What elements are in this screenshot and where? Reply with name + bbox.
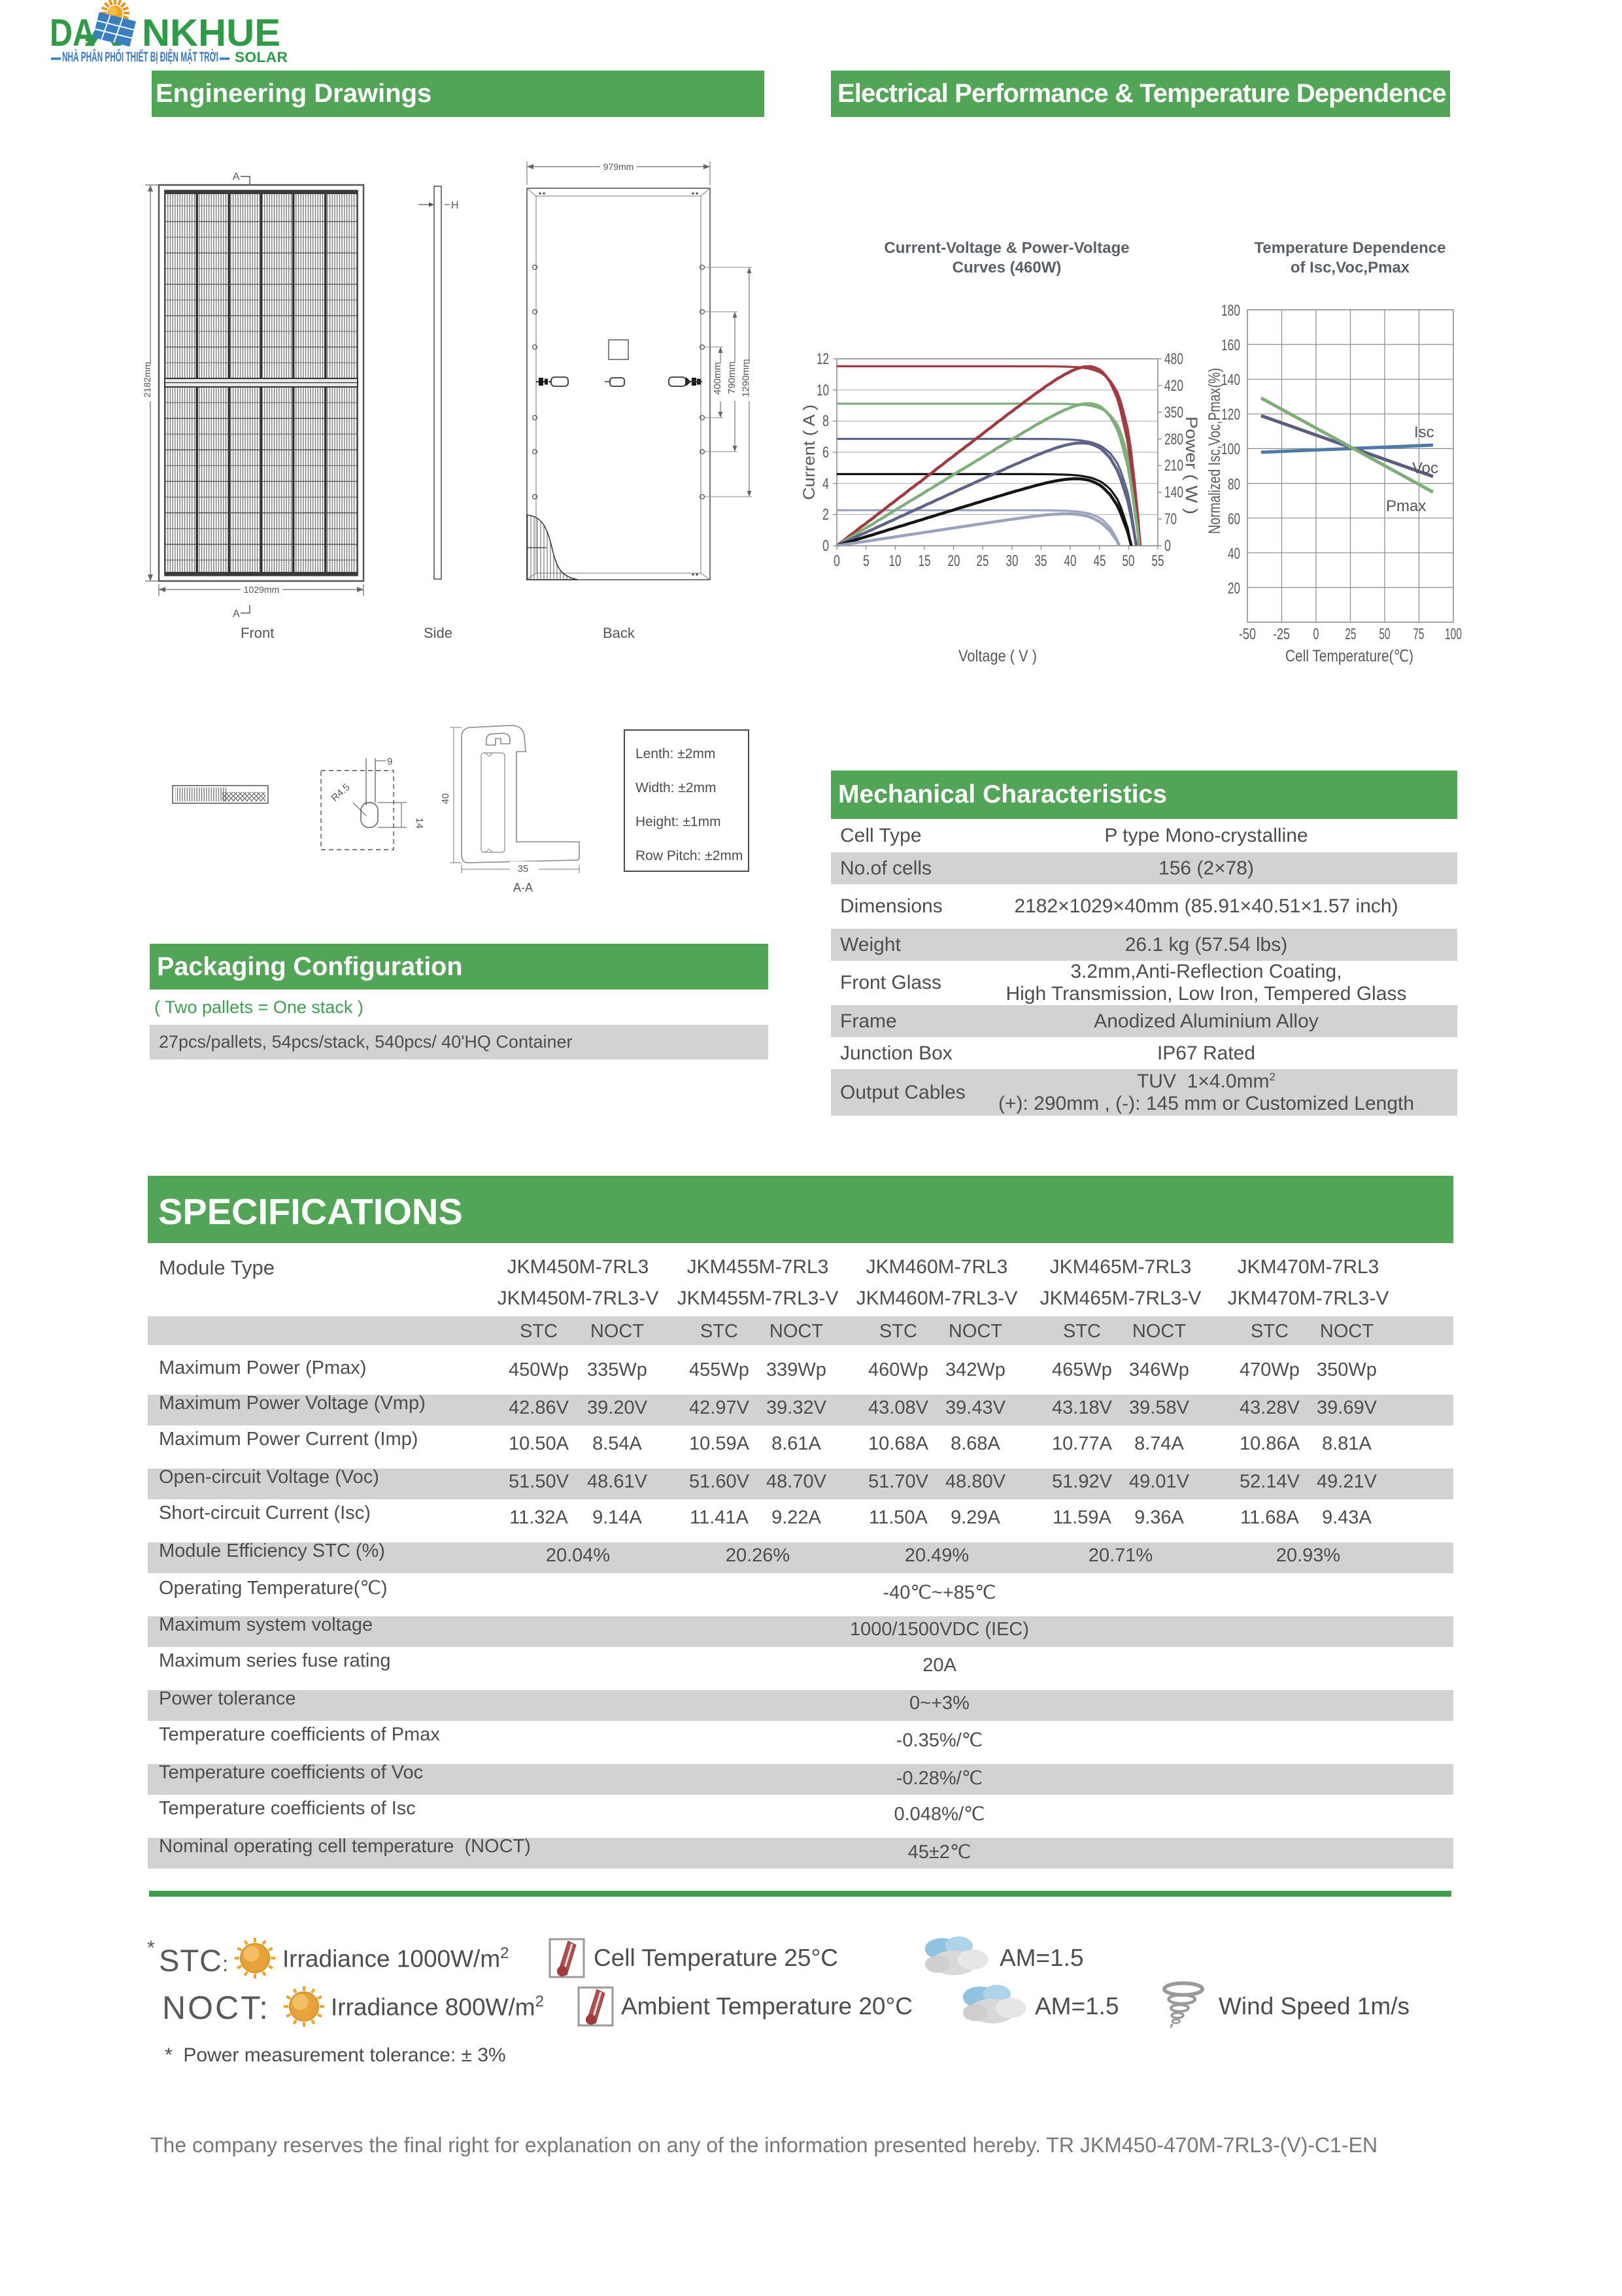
svg-text:Normalized Isc,Voc,Pmax(%): Normalized Isc,Voc,Pmax(%) <box>1206 368 1224 534</box>
svg-text:Temperature Dependence: Temperature Dependence <box>1255 239 1446 257</box>
svg-text:420: 420 <box>1164 377 1183 395</box>
svg-text:Curves (460W): Curves (460W) <box>953 259 1062 276</box>
svg-text:Voc: Voc <box>1412 459 1438 477</box>
svg-text:4: 4 <box>822 475 829 493</box>
svg-text:25: 25 <box>977 552 989 570</box>
svg-text:8: 8 <box>822 412 829 430</box>
svg-text:SOLAR: SOLAR <box>235 49 288 65</box>
svg-text:40: 40 <box>1064 552 1077 570</box>
svg-text:Current ( A ): Current ( A ) <box>800 405 819 500</box>
svg-text:70: 70 <box>1164 510 1177 528</box>
svg-text:0: 0 <box>1313 625 1319 643</box>
svg-text:40: 40 <box>1228 545 1240 563</box>
svg-text:55: 55 <box>1152 552 1164 570</box>
svg-text:Front: Front <box>241 625 274 641</box>
svg-text:9: 9 <box>387 756 392 767</box>
svg-text:100: 100 <box>1221 441 1240 458</box>
svg-text:NKHUE: NKHUE <box>142 12 280 54</box>
svg-text:30: 30 <box>1006 552 1019 570</box>
svg-text:DA: DA <box>50 12 95 54</box>
svg-text:25: 25 <box>1345 625 1357 643</box>
svg-text:50: 50 <box>1379 625 1391 643</box>
svg-text:A-A: A-A <box>513 881 533 894</box>
svg-text:1029mm: 1029mm <box>244 584 279 595</box>
svg-text:35: 35 <box>1035 552 1047 570</box>
svg-text:10: 10 <box>817 382 829 399</box>
svg-text:20: 20 <box>948 552 960 570</box>
svg-text:2182mm: 2182mm <box>142 362 152 397</box>
svg-text:12: 12 <box>817 350 829 368</box>
svg-text:140: 140 <box>1164 484 1183 501</box>
svg-text:Power ( W ): Power ( W ) <box>1182 416 1200 514</box>
svg-text:0: 0 <box>834 552 840 570</box>
svg-text:Back: Back <box>603 625 635 641</box>
svg-text:-50: -50 <box>1239 625 1256 643</box>
svg-text:R4.5: R4.5 <box>329 782 352 804</box>
svg-text:40: 40 <box>440 793 451 805</box>
svg-text:A: A <box>233 171 240 182</box>
svg-text:0: 0 <box>822 537 829 555</box>
svg-text:979mm: 979mm <box>603 161 634 172</box>
svg-text:280: 280 <box>1164 431 1183 448</box>
svg-text:5: 5 <box>863 552 870 570</box>
svg-text:14: 14 <box>414 818 425 829</box>
svg-text:1290mm: 1290mm <box>741 359 752 397</box>
svg-text:Voltage ( V ): Voltage ( V ) <box>958 647 1037 665</box>
svg-text:120: 120 <box>1221 406 1240 424</box>
svg-text:Pmax: Pmax <box>1386 497 1426 515</box>
svg-text:NHÀ PHÂN PHỐI THIẾT BỊ ĐIỆN MẶ: NHÀ PHÂN PHỐI THIẾT BỊ ĐIỆN MẶT TRỜI <box>62 49 218 65</box>
svg-text:of Isc,Voc,Pmax: of Isc,Voc,Pmax <box>1291 259 1410 276</box>
svg-text:Current-Voltage & Power-Voltag: Current-Voltage & Power-Voltage <box>884 239 1129 257</box>
svg-text:45: 45 <box>1094 552 1106 570</box>
svg-text:10: 10 <box>889 552 902 570</box>
svg-text:100: 100 <box>1445 625 1462 643</box>
svg-text:60: 60 <box>1228 510 1240 528</box>
svg-text:A: A <box>233 608 240 620</box>
svg-text:160: 160 <box>1221 337 1240 354</box>
svg-text:790mm: 790mm <box>726 361 737 394</box>
svg-text:H: H <box>451 200 459 211</box>
svg-text:50: 50 <box>1123 552 1135 570</box>
svg-text:Side: Side <box>424 625 452 641</box>
svg-text:350: 350 <box>1164 404 1183 422</box>
svg-text:75: 75 <box>1413 625 1425 643</box>
svg-text:400mm: 400mm <box>712 362 723 395</box>
svg-text:20: 20 <box>1228 580 1240 597</box>
svg-text:80: 80 <box>1228 476 1240 493</box>
svg-text:480: 480 <box>1164 350 1183 368</box>
svg-text:180: 180 <box>1221 302 1240 320</box>
svg-text:-25: -25 <box>1273 625 1290 643</box>
svg-text:6: 6 <box>822 444 829 461</box>
svg-text:210: 210 <box>1164 457 1183 474</box>
svg-text:140: 140 <box>1221 371 1240 389</box>
svg-text:0: 0 <box>1164 537 1171 555</box>
svg-text:35: 35 <box>518 863 529 874</box>
svg-text:Cell Temperature(℃): Cell Temperature(℃) <box>1285 647 1413 665</box>
svg-text:15: 15 <box>919 552 931 570</box>
svg-text:Isc: Isc <box>1414 424 1434 441</box>
svg-text:2: 2 <box>822 506 829 524</box>
